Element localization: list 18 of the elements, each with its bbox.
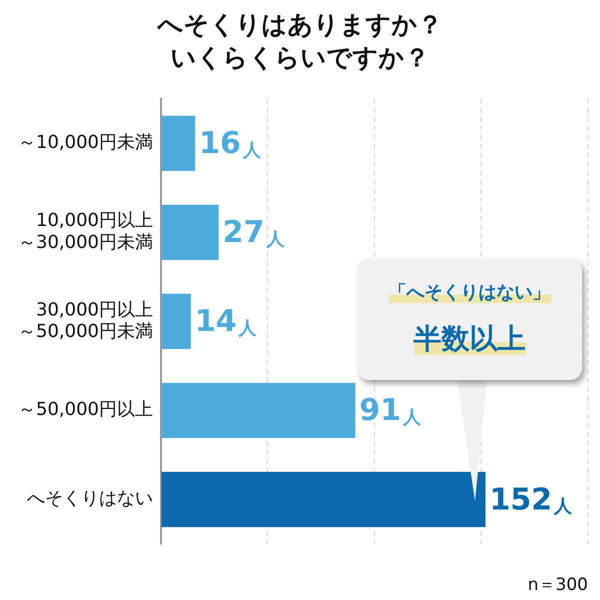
data-label: 152人 (490, 482, 574, 518)
data-label: 16人 (199, 126, 262, 162)
bar (161, 204, 219, 260)
bar (161, 116, 196, 171)
annotation: 半数以上 (414, 322, 526, 355)
data-label: 14人 (194, 304, 258, 340)
text: n＝300 (528, 574, 588, 596)
chart-title: へそくりはありますか？いくらくらいですか？ (156, 9, 444, 74)
bar (161, 294, 191, 350)
y-tick-label: ～10,000円未満 (18, 132, 153, 153)
data-label: 27人 (222, 215, 286, 250)
y-tick-label: 30,000円以上～50,000円未満 (18, 299, 153, 342)
annotation: 「へそくりはない」 (388, 282, 550, 303)
y-tick-label: へそくりはない (26, 488, 153, 510)
y-tick-label: ～50,000円以上 (18, 399, 153, 420)
data-label: 91人 (359, 393, 422, 428)
bar (161, 382, 356, 438)
y-tick-label: 10,000円以上～30,000円未満 (18, 210, 153, 253)
